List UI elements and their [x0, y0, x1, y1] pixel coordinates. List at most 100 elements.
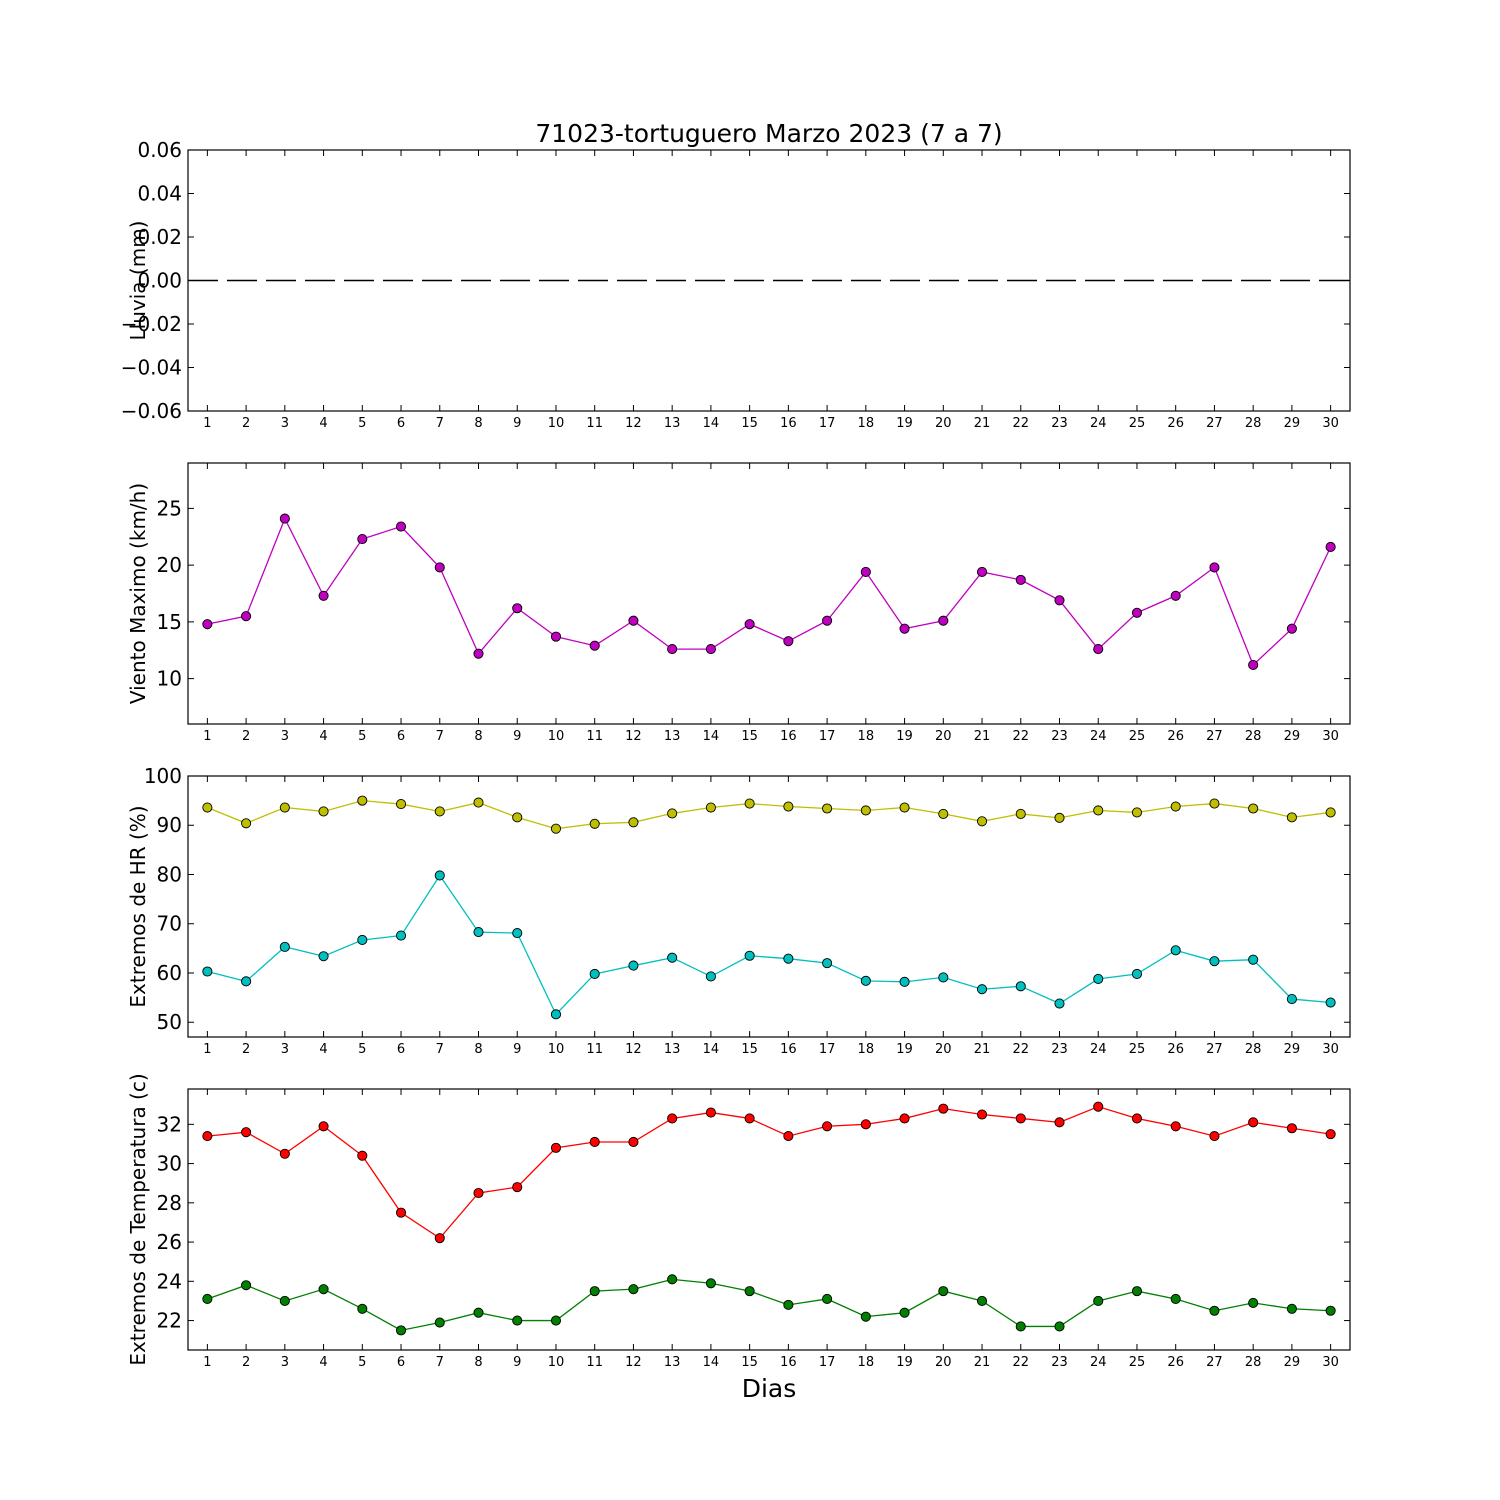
y-tick-label-humedad: 80: [157, 862, 182, 886]
y-tick-label-temperatura: 30: [157, 1152, 182, 1176]
x-tick-label-humedad: 27: [1206, 1042, 1223, 1057]
y-tick-label-viento: 10: [157, 667, 182, 691]
data-point-humedad-0: [202, 802, 213, 813]
panel-lluvia: 0.060.040.020.00−0.02−0.04−0.061 2 3 4 5 6 7 8 9…: [121, 138, 1351, 431]
data-point-humedad-1: [976, 984, 988, 995]
data-point-humedad-0: [783, 801, 794, 812]
x-tick-label-lluvia: 17: [819, 416, 836, 431]
x-tick-label-temperatura: 16: [780, 1355, 797, 1370]
x-tick-label-temperatura: 6: [397, 1355, 405, 1370]
x-tick-label-lluvia: 27: [1206, 416, 1223, 431]
x-tick-label-lluvia: 28: [1245, 416, 1262, 431]
data-point-viento-0: [550, 631, 562, 642]
data-point-humedad-1: [241, 976, 252, 987]
y-tick-label-humedad: 60: [157, 961, 182, 985]
y-tick-label-humedad: 70: [157, 912, 182, 936]
x-tick-label-lluvia: 11: [586, 416, 603, 431]
data-point-humedad-1: [628, 960, 639, 971]
x-tick-label-viento: 25: [1129, 729, 1146, 744]
data-point-temperatura-0: [395, 1207, 407, 1218]
x-tick-label-viento: 9: [513, 729, 521, 744]
x-tick-label-temperatura: 12: [625, 1355, 642, 1370]
y-tick-label-temperatura: 28: [157, 1191, 182, 1215]
data-point-viento-0: [357, 533, 368, 545]
data-point-viento-0: [202, 619, 213, 630]
data-point-humedad-0: [1093, 805, 1104, 816]
data-point-humedad-1: [550, 1009, 562, 1020]
x-tick-label-viento: 16: [780, 729, 797, 744]
data-point-temperatura-0: [512, 1182, 523, 1193]
x-tick-label-humedad: 14: [703, 1042, 720, 1057]
x-tick-label-viento: 24: [1090, 729, 1107, 744]
data-point-viento-0: [1093, 644, 1104, 655]
series-line-temperatura-0: [207, 1105, 1331, 1240]
data-point-temperatura-1: [1093, 1295, 1104, 1306]
x-tick-label-humedad: 5: [358, 1042, 366, 1057]
data-point-viento-0: [667, 644, 678, 655]
data-point-temperatura-0: [1286, 1123, 1297, 1134]
data-point-humedad-0: [241, 818, 252, 829]
x-tick-label-temperatura: 21: [974, 1355, 991, 1370]
x-tick-label-temperatura: 13: [664, 1355, 681, 1370]
data-point-temperatura-1: [279, 1295, 290, 1306]
data-point-temperatura-1: [1209, 1305, 1220, 1316]
data-point-viento-0: [473, 648, 484, 659]
data-point-temperatura-0: [976, 1109, 988, 1120]
y-axis-label-lluvia: Lluvia (mm): [126, 221, 150, 341]
x-tick-label-viento: 17: [819, 729, 836, 744]
data-point-temperatura-1: [202, 1293, 213, 1305]
x-tick-label-temperatura: 7: [436, 1355, 444, 1370]
data-point-viento-0: [1015, 574, 1026, 585]
data-point-viento-0: [241, 611, 252, 622]
y-axis-label-viento: Viento Maximo (km/h): [126, 483, 150, 704]
data-point-temperatura-0: [744, 1113, 755, 1124]
x-tick-label-temperatura: 9: [513, 1355, 521, 1370]
x-tick-label-lluvia: 25: [1129, 416, 1146, 431]
x-tick-label-viento: 10: [548, 729, 565, 744]
data-point-humedad-1: [1209, 956, 1220, 967]
data-point-viento-0: [938, 615, 949, 626]
axes-frame-humedad: [187, 775, 1351, 1038]
data-point-humedad-1: [395, 930, 407, 941]
x-tick-label-lluvia: 26: [1167, 416, 1184, 431]
x-tick-label-lluvia: 23: [1051, 416, 1068, 431]
x-tick-label-humedad: 26: [1167, 1042, 1184, 1057]
data-point-temperatura-1: [1015, 1321, 1026, 1332]
data-point-viento-0: [279, 513, 290, 524]
data-point-temperatura-0: [434, 1233, 445, 1244]
x-tick-label-temperatura: 25: [1129, 1355, 1146, 1370]
data-point-humedad-0: [667, 808, 678, 819]
data-point-temperatura-0: [1093, 1101, 1104, 1112]
y-tick-label-viento: 25: [157, 496, 182, 520]
x-tick-label-lluvia: 21: [974, 416, 991, 431]
data-point-temperatura-1: [550, 1315, 562, 1326]
data-point-temperatura-0: [1170, 1121, 1181, 1132]
y-tick-label-lluvia: 0.06: [137, 138, 182, 162]
x-tick-label-viento: 18: [858, 729, 875, 744]
data-point-humedad-1: [279, 941, 290, 952]
data-point-temperatura-0: [822, 1121, 833, 1132]
data-point-temperatura-0: [202, 1131, 213, 1142]
x-tick-label-lluvia: 30: [1322, 416, 1339, 431]
data-point-viento-0: [705, 644, 716, 655]
y-tick-label-lluvia: 0.02: [137, 225, 182, 249]
x-tick-label-temperatura: 22: [1012, 1355, 1029, 1370]
data-point-viento-0: [744, 619, 755, 630]
data-point-viento-0: [395, 521, 407, 532]
x-tick-label-humedad: 29: [1284, 1042, 1301, 1057]
y-tick-label-lluvia: −0.02: [121, 312, 182, 336]
x-tick-label-viento: 20: [935, 729, 952, 744]
data-point-humedad-0: [1209, 798, 1220, 809]
data-point-humedad-0: [938, 808, 949, 819]
y-tick-label-viento: 20: [157, 553, 182, 577]
data-point-viento-0: [318, 590, 329, 601]
data-point-temperatura-0: [318, 1121, 329, 1132]
x-tick-label-temperatura: 2: [242, 1355, 250, 1370]
x-tick-label-temperatura: 26: [1167, 1355, 1184, 1370]
data-point-humedad-0: [1286, 812, 1297, 823]
y-tick-label-humedad: 100: [144, 764, 182, 788]
data-point-temperatura-1: [860, 1311, 871, 1322]
